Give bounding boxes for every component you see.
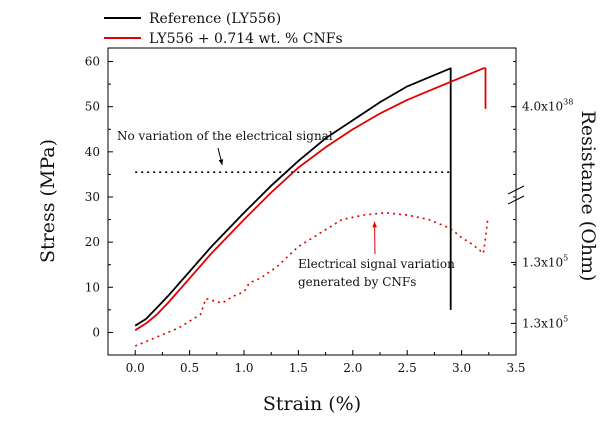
y-tick-label-0: 0 <box>92 325 100 339</box>
x-axis-ticks: 0.0 0.5 1.0 1.5 2.0 2.5 3.0 3.5 <box>107 350 526 375</box>
y-tick-label-2: 20 <box>85 235 100 249</box>
x-tick-label-6: 3.0 <box>452 361 471 375</box>
annotation-no-variation-arrowhead <box>218 159 224 165</box>
y-tick-label-4: 40 <box>85 145 100 159</box>
right-axis-ticks: 4.0x1038 1.3x105 1.3x105 <box>511 61 573 356</box>
y-axis-title: Stress (MPa) <box>37 139 59 263</box>
x-axis-title: Strain (%) <box>263 393 361 415</box>
series-line-1 <box>134 67 487 331</box>
y-tick-label-1: 10 <box>85 280 100 294</box>
x-tick-label-2: 1.0 <box>234 361 253 375</box>
right-tick-label-0: 4.0x1038 <box>522 98 573 114</box>
right-tick-exponent-1: 5 <box>563 253 568 262</box>
right-tick-exponent-0: 38 <box>563 98 573 107</box>
right-axis-title: Resistance (Ohm) <box>577 111 599 282</box>
x-tick-label-0: 0.0 <box>126 361 145 375</box>
plot-frame <box>107 47 517 356</box>
annotation-no-variation: No variation of the electrical signal <box>117 129 333 166</box>
legend: Reference (LY556) LY556 + 0.714 wt. % CN… <box>104 11 343 47</box>
y-axis-ticks: 0 10 20 30 40 50 60 <box>85 55 113 356</box>
x-tick-label-4: 2.0 <box>343 361 362 375</box>
right-tick-exponent-2: 5 <box>563 314 568 323</box>
legend-label-reference: Reference (LY556) <box>149 11 281 27</box>
y-tick-label-5: 50 <box>85 100 100 114</box>
y-tick-label-3: 30 <box>85 190 100 204</box>
x-tick-label-3: 1.5 <box>289 361 308 375</box>
annotation-cnf-variation: Electrical signal variation generated by… <box>298 221 455 289</box>
annotation-cnf-variation-arrowhead <box>372 221 377 228</box>
series-layer <box>134 67 489 347</box>
series-line-0 <box>134 67 452 327</box>
annotation-no-variation-text: No variation of the electrical signal <box>117 129 333 143</box>
right-tick-label-1: 1.3x105 <box>522 253 568 269</box>
right-tick-label-2: 1.3x105 <box>522 314 568 330</box>
x-tick-label-7: 3.5 <box>506 361 525 375</box>
right-axis-break <box>507 185 525 205</box>
annotation-cnf-variation-text-line2: generated by CNFs <box>298 275 416 289</box>
x-tick-label-5: 2.5 <box>398 361 417 375</box>
y-tick-label-6: 60 <box>85 55 100 69</box>
annotation-cnf-variation-text-line1: Electrical signal variation <box>298 257 455 271</box>
x-tick-label-1: 0.5 <box>180 361 199 375</box>
legend-label-cnf: LY556 + 0.714 wt. % CNFs <box>149 31 343 47</box>
